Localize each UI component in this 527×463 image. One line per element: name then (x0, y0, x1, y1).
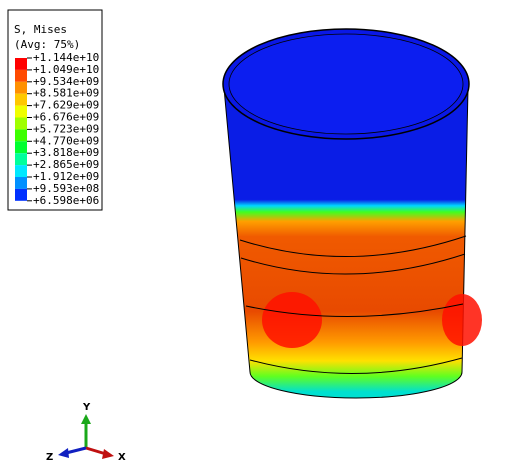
legend-title: S, Mises (14, 23, 67, 36)
legend-swatch (15, 70, 27, 82)
legend-swatch (15, 118, 27, 130)
legend-swatch (15, 141, 27, 153)
legend-swatch (15, 58, 27, 70)
axis-triad: Y Z X (46, 402, 126, 463)
axis-y-label: Y (82, 402, 91, 413)
legend-label: +6.598e+06 (33, 194, 99, 207)
legend-swatch (15, 177, 27, 189)
legend-swatch (15, 94, 27, 106)
legend-swatch (15, 153, 27, 165)
legend-swatch (15, 106, 27, 118)
viewport: S, Mises (Avg: 75%) +1.144e+10+1.049e+10… (0, 0, 527, 463)
legend-swatch (15, 165, 27, 177)
axis-z-label: Z (46, 452, 53, 463)
legend-swatch (15, 129, 27, 141)
legend-swatch (15, 189, 27, 201)
legend-subtitle: (Avg: 75%) (14, 38, 80, 51)
cylinder-model (223, 29, 482, 398)
axis-x-label: X (118, 452, 126, 463)
legend-swatch (15, 82, 27, 94)
